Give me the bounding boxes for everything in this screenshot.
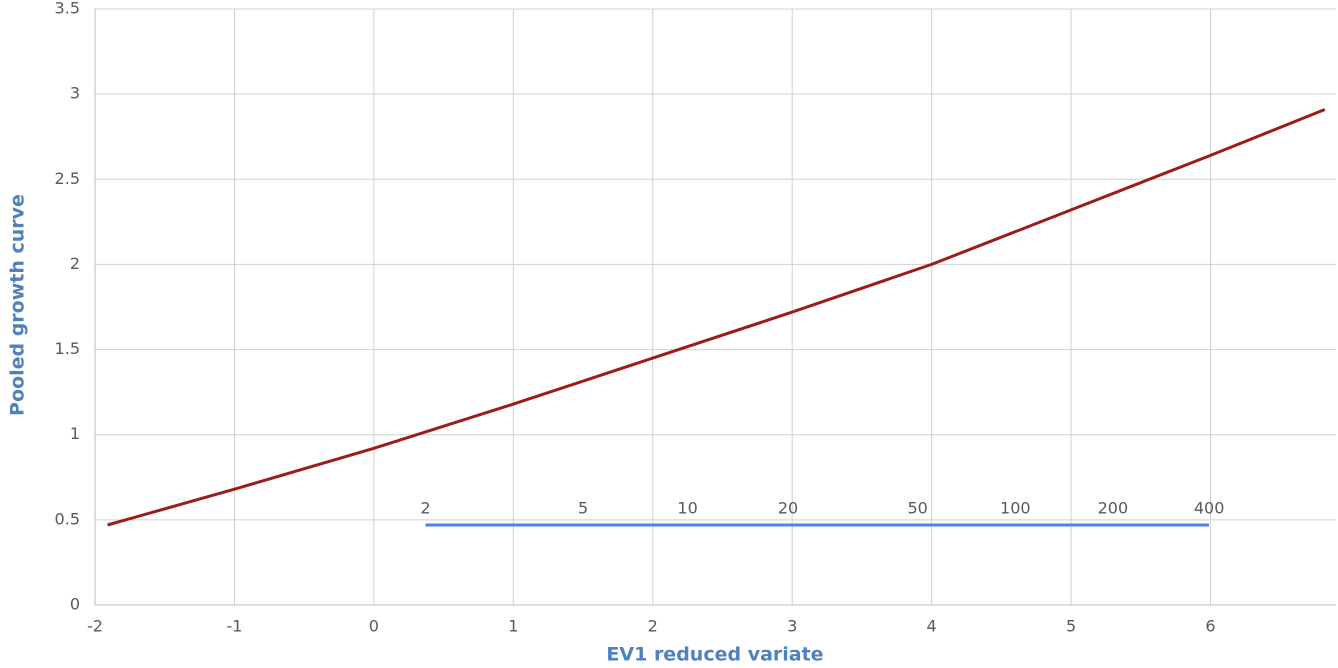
series-line: [107, 108, 1326, 527]
y-tick-label: 0.5: [55, 509, 80, 528]
y-axis-title: Pooled growth curve: [7, 194, 29, 416]
data-label: 200: [1098, 498, 1129, 517]
y-tick-label: 2: [70, 254, 80, 273]
x-tick-label: 3: [787, 617, 797, 636]
data-label: 100: [1000, 498, 1031, 517]
y-tick-label: 3: [70, 84, 80, 103]
y-tick-label: 1: [70, 424, 80, 443]
data-label: 50: [908, 498, 928, 517]
y-tick-label: 1.5: [55, 339, 80, 358]
x-tick-label: -1: [226, 617, 242, 636]
x-tick-label: -2: [87, 617, 103, 636]
x-tick-label: 5: [1066, 617, 1076, 636]
data-label: 5: [578, 498, 588, 517]
x-tick-label: 1: [508, 617, 518, 636]
x-axis-title: EV1 reduced variate: [606, 644, 823, 666]
y-tick-label: 0: [70, 595, 80, 614]
x-tick-label: 4: [927, 617, 937, 636]
x-tick-label: 2: [648, 617, 658, 636]
data-label: 20: [778, 498, 798, 517]
x-tick-label: 0: [369, 617, 379, 636]
data-label: 400: [1194, 498, 1225, 517]
x-tick-label: 6: [1205, 617, 1215, 636]
y-tick-label: 2.5: [55, 169, 80, 188]
y-tick-label: 3.5: [55, 0, 80, 18]
data-label: 2: [420, 498, 430, 517]
data-label: 10: [677, 498, 697, 517]
